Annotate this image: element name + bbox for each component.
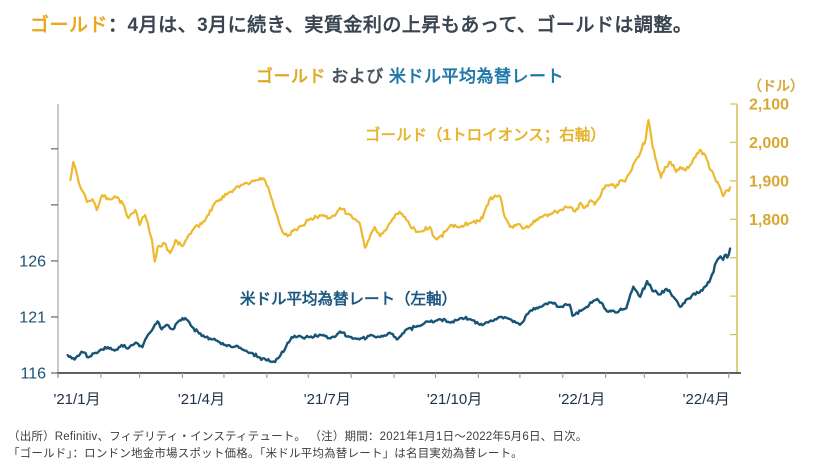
right-axis-tick-label: 1,800: [749, 212, 789, 229]
x-axis-tick-label: '22/4月: [683, 391, 730, 408]
left-axis-tick-label: 126: [19, 253, 46, 270]
chart-title-gold: ゴールド: [256, 67, 327, 86]
page-title-highlight: ゴールド: [30, 15, 109, 36]
gold-series-label: ゴールド（1トロイオンス；右軸）: [365, 127, 606, 144]
page-title-text: ：4月は、3月に続き、実質金利の上昇もあって、ゴールドは調整。: [108, 15, 693, 36]
chart-title-usd: 米ドル平均為替レート: [388, 67, 564, 86]
right-axis-tick-label: 2,100: [749, 97, 789, 114]
footer-definition-note: 「ゴールド」：ロンドン地金市場スポット価格。「米ドル平均為替レート」は名目実効為…: [8, 448, 523, 460]
left-axis-tick-label: 121: [19, 309, 46, 326]
right-axis-tick-label: 1,900: [749, 173, 789, 190]
x-axis-tick-label: '22/1月: [558, 391, 605, 408]
usd-series-path: [66, 247, 732, 364]
gold-series-path: [69, 119, 732, 263]
footer-source-note: （出所）Refinitiv、フィデリティ・インスティテュート。 （注）期間：20…: [8, 431, 588, 443]
right-axis-tick-label: 2,000: [749, 135, 789, 152]
x-axis-tick-label: '21/10月: [427, 391, 482, 408]
x-axis-tick-label: '21/1月: [53, 391, 100, 408]
chart-title: ゴールド および 米ドル平均為替レート: [256, 62, 564, 87]
chart-title-middle: および: [326, 67, 389, 86]
x-axis-tick-label: '21/7月: [304, 391, 351, 408]
usd-series-label: 米ドル平均為替レート（左軸）: [240, 291, 458, 308]
right-axis-unit-label: （ドル）: [748, 78, 804, 94]
x-axis-tick-label: '21/4月: [178, 391, 225, 408]
left-axis-tick-label: 116: [20, 366, 46, 383]
page-title: ゴールド：4月は、3月に続き、実質金利の上昇もあって、ゴールドは調整。: [30, 10, 692, 37]
